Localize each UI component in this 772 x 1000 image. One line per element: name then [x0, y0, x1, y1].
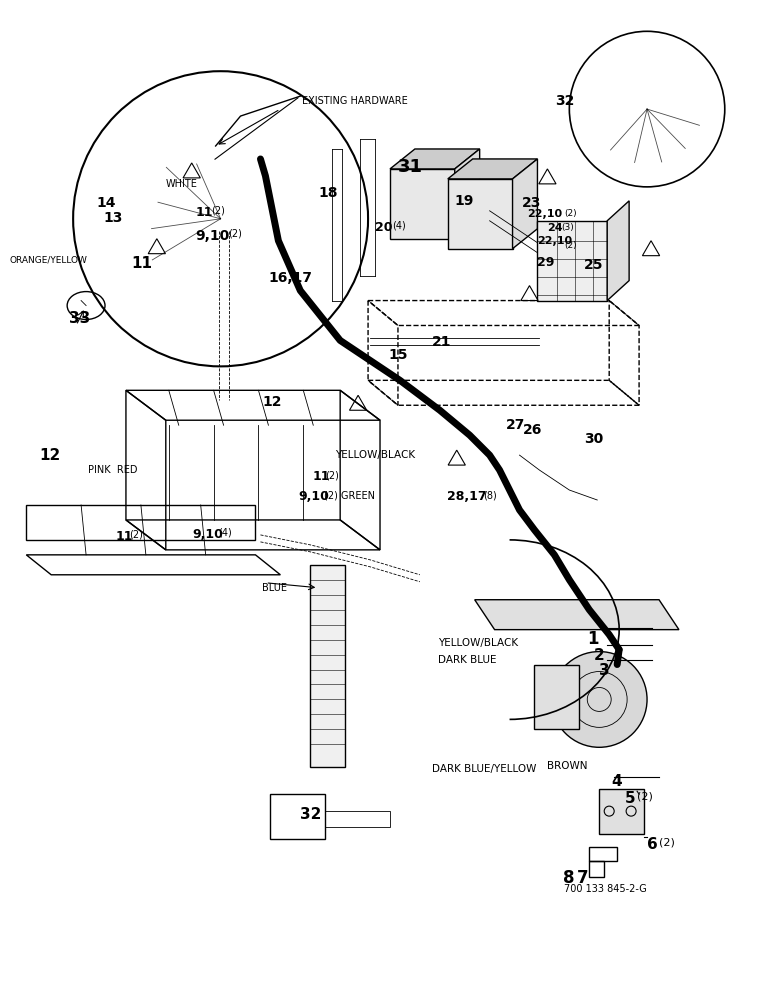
Text: 6: 6: [647, 837, 658, 852]
Polygon shape: [448, 159, 537, 179]
Text: 25: 25: [584, 258, 604, 272]
Polygon shape: [310, 565, 345, 767]
Text: 8: 8: [564, 869, 575, 887]
Text: (2): (2): [229, 229, 242, 239]
Text: (2): (2): [659, 837, 675, 847]
Text: 1: 1: [587, 630, 599, 648]
Text: 26: 26: [523, 423, 542, 437]
Text: 11: 11: [131, 256, 152, 271]
Text: 22,10: 22,10: [537, 236, 573, 246]
Text: PINK  RED: PINK RED: [88, 465, 137, 475]
Polygon shape: [390, 149, 479, 169]
Polygon shape: [390, 169, 455, 239]
Text: 33: 33: [69, 311, 90, 326]
Text: (2): (2): [564, 209, 577, 218]
Text: 21: 21: [432, 335, 452, 349]
Text: (2): (2): [129, 530, 143, 540]
Text: 12: 12: [262, 395, 282, 409]
Text: 9,10: 9,10: [193, 528, 224, 541]
Text: 18: 18: [318, 186, 337, 200]
Text: (8): (8): [482, 490, 496, 500]
Text: BLUE: BLUE: [262, 583, 287, 593]
Polygon shape: [513, 159, 537, 249]
Text: EXISTING HARDWARE: EXISTING HARDWARE: [303, 96, 408, 106]
Text: 4: 4: [611, 774, 621, 789]
Text: ORANGE/YELLOW: ORANGE/YELLOW: [9, 256, 87, 265]
Text: (2): (2): [637, 791, 653, 801]
Text: WHITE: WHITE: [166, 179, 198, 189]
Polygon shape: [608, 201, 629, 301]
Text: 9,10: 9,10: [298, 490, 329, 503]
Text: (2): (2): [211, 206, 225, 216]
Text: 2: 2: [593, 648, 604, 663]
Polygon shape: [534, 665, 579, 729]
Text: 700 133 845-2-G: 700 133 845-2-G: [564, 884, 647, 894]
Text: (2): (2): [325, 470, 339, 480]
Text: YELLOW/BLACK: YELLOW/BLACK: [438, 638, 518, 648]
Text: 14: 14: [96, 196, 116, 210]
Text: DARK BLUE: DARK BLUE: [438, 655, 496, 665]
Text: (3): (3): [561, 223, 574, 232]
Text: 13: 13: [103, 211, 123, 225]
Text: 29: 29: [537, 256, 555, 269]
Text: 11: 11: [116, 530, 134, 543]
Text: 30: 30: [584, 432, 604, 446]
Text: 23: 23: [522, 196, 541, 210]
Text: 15: 15: [388, 348, 408, 362]
Text: 27: 27: [506, 418, 525, 432]
Text: 5: 5: [625, 791, 636, 806]
Text: 32: 32: [555, 94, 575, 108]
Circle shape: [551, 652, 647, 747]
Polygon shape: [599, 789, 644, 834]
Text: 20: 20: [375, 221, 392, 234]
Polygon shape: [448, 179, 513, 249]
Polygon shape: [455, 149, 479, 239]
Text: (4): (4): [218, 528, 232, 538]
Text: 24: 24: [547, 223, 563, 233]
Text: 7: 7: [577, 869, 589, 887]
Text: (2): (2): [564, 241, 577, 250]
Text: 11: 11: [195, 206, 213, 219]
Text: 12: 12: [39, 448, 60, 463]
Text: 22,10: 22,10: [527, 209, 563, 219]
Polygon shape: [537, 221, 608, 301]
Text: (4): (4): [392, 221, 406, 231]
Polygon shape: [475, 600, 679, 630]
Text: 3: 3: [599, 663, 610, 678]
Text: 28,17: 28,17: [447, 490, 486, 503]
Text: 32: 32: [300, 807, 322, 822]
Text: 11: 11: [312, 470, 330, 483]
Text: YELLOW/BLACK: YELLOW/BLACK: [335, 450, 415, 460]
Text: 16,17: 16,17: [269, 271, 313, 285]
Text: 31: 31: [398, 158, 423, 176]
Text: DARK BLUE/YELLOW: DARK BLUE/YELLOW: [432, 764, 537, 774]
Text: 19: 19: [455, 194, 474, 208]
Text: BROWN: BROWN: [547, 761, 588, 771]
Text: (2) GREEN: (2) GREEN: [324, 490, 375, 500]
Text: 9,10: 9,10: [195, 229, 230, 243]
